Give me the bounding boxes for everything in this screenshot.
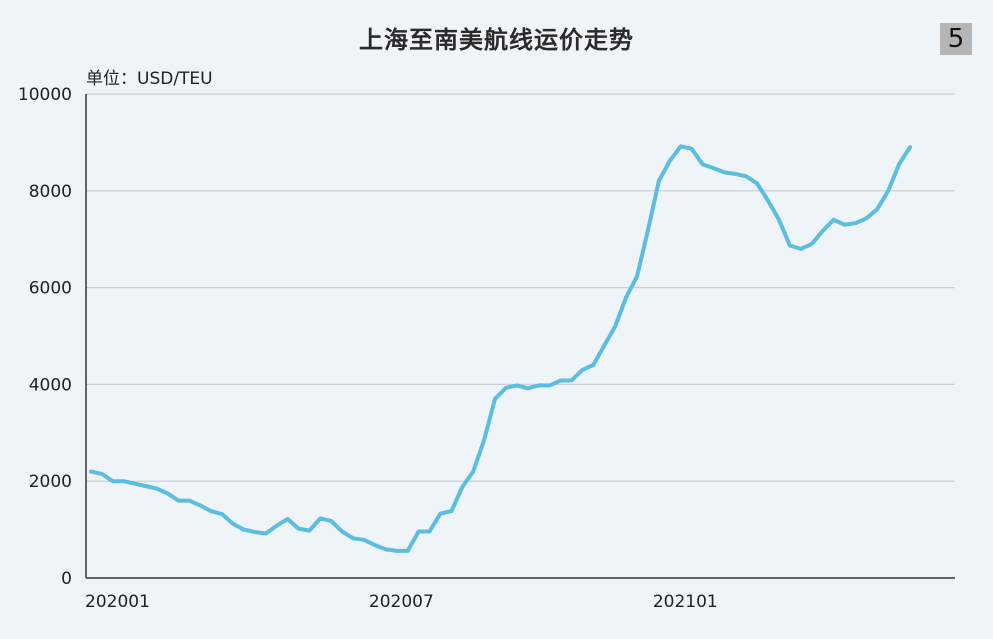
data-point xyxy=(133,482,137,486)
data-point xyxy=(766,199,770,203)
data-point xyxy=(897,162,901,166)
data-point xyxy=(176,499,180,503)
data-point xyxy=(449,509,453,513)
data-point xyxy=(362,538,366,542)
data-point xyxy=(733,172,737,176)
data-point xyxy=(864,216,868,220)
data-point xyxy=(242,528,246,532)
data-point xyxy=(471,470,475,474)
data-point xyxy=(275,524,279,528)
y-tick-label: 10000 xyxy=(18,85,72,105)
data-point xyxy=(853,221,857,225)
data-point xyxy=(351,536,355,540)
data-point xyxy=(428,530,432,534)
data-point xyxy=(515,383,519,387)
x-tick-label: 202007 xyxy=(369,592,434,612)
data-point xyxy=(635,275,639,279)
chart-title: 上海至南美航线运价走势 xyxy=(359,26,634,54)
data-point xyxy=(690,147,694,151)
unit-label: 单位：USD/TEU xyxy=(86,69,213,89)
data-point xyxy=(373,543,377,547)
data-point xyxy=(482,438,486,442)
data-point xyxy=(165,491,169,495)
data-point xyxy=(799,247,803,251)
data-point xyxy=(493,397,497,401)
grid-lines xyxy=(86,93,955,482)
data-point xyxy=(438,512,442,516)
data-point xyxy=(657,179,661,183)
data-point xyxy=(843,223,847,227)
y-tick-label: 8000 xyxy=(29,182,72,202)
data-point xyxy=(89,470,93,474)
data-point xyxy=(297,527,301,531)
data-point xyxy=(624,295,628,299)
data-point xyxy=(307,529,311,533)
data-point xyxy=(886,189,890,193)
data-point xyxy=(570,379,574,383)
data-point xyxy=(580,368,584,372)
data-point xyxy=(559,379,563,383)
data-point xyxy=(122,479,126,483)
data-point xyxy=(144,484,148,488)
y-tick-label: 0 xyxy=(61,569,72,589)
data-point xyxy=(231,522,235,526)
data-point xyxy=(340,530,344,534)
data-point xyxy=(460,485,464,489)
data-point xyxy=(286,517,290,521)
axes xyxy=(85,94,955,579)
data-point xyxy=(668,159,672,163)
y-tick-label: 4000 xyxy=(29,375,72,395)
data-point xyxy=(679,144,683,148)
data-point xyxy=(100,472,104,476)
data-point xyxy=(591,363,595,367)
data-point xyxy=(155,487,159,491)
data-point xyxy=(722,170,726,174)
data-point xyxy=(318,517,322,521)
x-tick-label: 202001 xyxy=(85,592,150,612)
series-line xyxy=(89,144,912,553)
data-point xyxy=(198,503,202,507)
page-number-badge: 5 xyxy=(940,23,972,55)
data-point xyxy=(744,174,748,178)
data-point xyxy=(526,386,530,390)
y-tick-label: 2000 xyxy=(29,472,72,492)
data-point xyxy=(711,166,715,170)
data-point xyxy=(220,512,224,516)
data-point xyxy=(875,207,879,211)
x-tick-labels: 202001 202007 202101 xyxy=(85,592,718,612)
data-point xyxy=(406,549,410,553)
data-point xyxy=(788,244,792,248)
data-point xyxy=(209,509,213,513)
data-point xyxy=(504,386,508,390)
data-point xyxy=(777,218,781,222)
series-layer xyxy=(89,144,912,553)
data-point xyxy=(264,532,268,536)
data-point xyxy=(821,229,825,233)
data-point xyxy=(646,229,650,233)
data-point xyxy=(908,145,912,149)
data-point xyxy=(329,519,333,523)
data-point xyxy=(537,383,541,387)
x-tick-label: 202101 xyxy=(653,592,718,612)
data-point xyxy=(548,383,552,387)
data-point xyxy=(417,530,421,534)
data-point xyxy=(613,324,617,328)
data-point xyxy=(602,344,606,348)
data-point xyxy=(111,479,115,483)
data-point xyxy=(832,218,836,222)
data-point xyxy=(384,547,388,551)
data-point xyxy=(701,162,705,166)
data-point xyxy=(395,549,399,553)
y-tick-label: 6000 xyxy=(29,279,72,299)
data-point xyxy=(187,499,191,503)
y-tick-labels: 0 2000 4000 6000 8000 10000 xyxy=(18,85,72,589)
data-point xyxy=(755,182,759,186)
data-point xyxy=(253,530,257,534)
data-point xyxy=(810,242,814,246)
